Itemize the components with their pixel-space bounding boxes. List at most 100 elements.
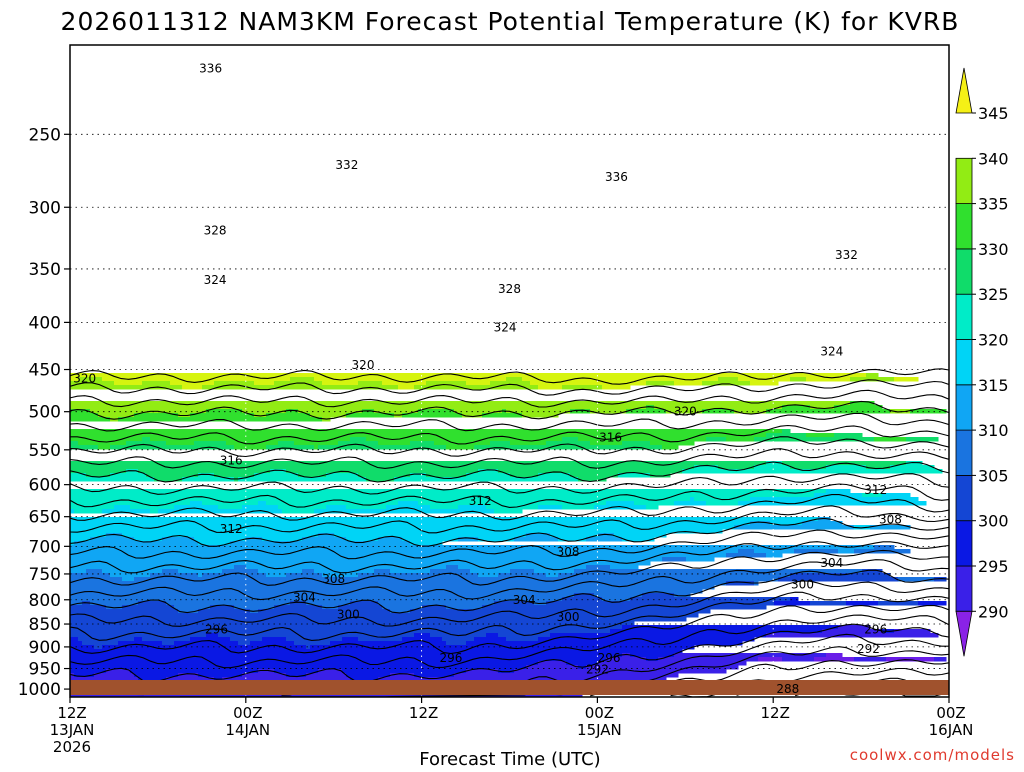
field-cell (178, 673, 199, 678)
field-cell (674, 381, 703, 386)
field-cell (578, 437, 707, 442)
contour-label-text: 312 (864, 483, 887, 497)
field-cell (834, 405, 883, 410)
field-cell (70, 533, 107, 538)
field-cell (410, 441, 435, 446)
plot-frame (69, 44, 950, 698)
field-cell (90, 601, 139, 606)
field-cell (70, 517, 819, 522)
field-cell (326, 505, 347, 510)
field-cell (510, 441, 547, 446)
field-cell (262, 537, 303, 542)
contour-label-text: 308 (879, 513, 902, 527)
contour-label: 304 (820, 556, 843, 570)
field-cell (150, 437, 351, 442)
field-cell (538, 637, 755, 642)
field-cell (790, 377, 807, 382)
field-cell (690, 497, 695, 502)
contour-line-310 (70, 569, 949, 614)
field-cell (934, 657, 947, 662)
field-cell (526, 665, 579, 670)
field-cell (70, 589, 703, 594)
field-cell (106, 669, 131, 674)
field-cell (126, 441, 167, 446)
field-cell (474, 637, 507, 642)
field-cell (118, 641, 163, 646)
field-cell (158, 509, 283, 514)
field-cell (806, 377, 851, 382)
field-cell (202, 385, 399, 390)
field-cell (162, 537, 195, 542)
field-cell (706, 437, 727, 442)
field-cell (374, 409, 419, 414)
contour-line-332 (70, 448, 949, 469)
contour-label-text: 316 (599, 430, 622, 444)
contour-label-text: 328 (498, 282, 521, 296)
field-cell (70, 489, 827, 494)
colorbar-tick-label: 300 (978, 512, 1009, 531)
field-cell (590, 441, 623, 446)
contour-label-text: 300 (791, 577, 814, 591)
field-cell (686, 557, 715, 562)
colorbar-tick-label: 330 (978, 240, 1009, 259)
y-tick-label: 750 (29, 565, 61, 585)
contour-label-text: 324 (820, 344, 843, 358)
field-cell (850, 401, 875, 406)
field-cell (618, 473, 651, 478)
field-cell (70, 585, 715, 590)
field-cell (530, 381, 647, 386)
field-cell (570, 473, 619, 478)
field-cell (70, 493, 815, 498)
field-cell (826, 489, 851, 494)
contour-label: 316 (220, 454, 243, 468)
field-cell (194, 441, 227, 446)
field-cell (198, 609, 251, 614)
contour-label-text: 328 (204, 224, 227, 238)
field-cell (866, 465, 891, 470)
field-cell (378, 441, 411, 446)
field-cell (166, 677, 215, 682)
field-cell (550, 533, 599, 538)
field-cell (410, 609, 711, 614)
field-cell (198, 473, 215, 478)
field-cell (934, 577, 947, 582)
field-cell (702, 381, 751, 386)
field-cell (650, 473, 671, 478)
field-cell (382, 381, 427, 386)
contour-line-306 (70, 591, 949, 641)
field-cell (306, 673, 347, 678)
field-cell (866, 373, 879, 378)
colorbar-tick-label: 295 (978, 557, 1009, 576)
field-cell (606, 501, 635, 506)
contour-label-text: 332 (335, 158, 358, 172)
field-cell (418, 409, 455, 414)
field-cell (586, 537, 623, 542)
field-cell (778, 577, 899, 582)
colorbar: 290 295 300 305 310 315 320 325 330 335 340 345 (955, 67, 1009, 657)
field-cell (378, 537, 403, 542)
field-cell (298, 409, 363, 414)
field-cell (342, 637, 359, 642)
y-tick-label: 500 (29, 403, 61, 423)
field-cell (102, 645, 307, 650)
field-cell (558, 573, 791, 578)
field-cell (550, 633, 767, 638)
field-cell (466, 669, 499, 674)
field-cell (402, 413, 463, 418)
y-tick-label: 300 (29, 198, 61, 218)
field-cell (318, 669, 343, 674)
field-cell (594, 505, 647, 510)
field-cell (410, 541, 443, 546)
field-cell (350, 601, 379, 606)
field-cell (70, 433, 767, 438)
field-cell (106, 533, 123, 538)
field-cell (70, 629, 611, 634)
field-cell (134, 637, 143, 642)
field-cell (146, 473, 199, 478)
colorbar-bottom-arrow (955, 610, 973, 657)
field-cell (322, 381, 359, 386)
field-cell (494, 601, 535, 606)
field-cell (566, 661, 599, 666)
field-cell (802, 521, 843, 526)
field-cell (294, 641, 331, 646)
